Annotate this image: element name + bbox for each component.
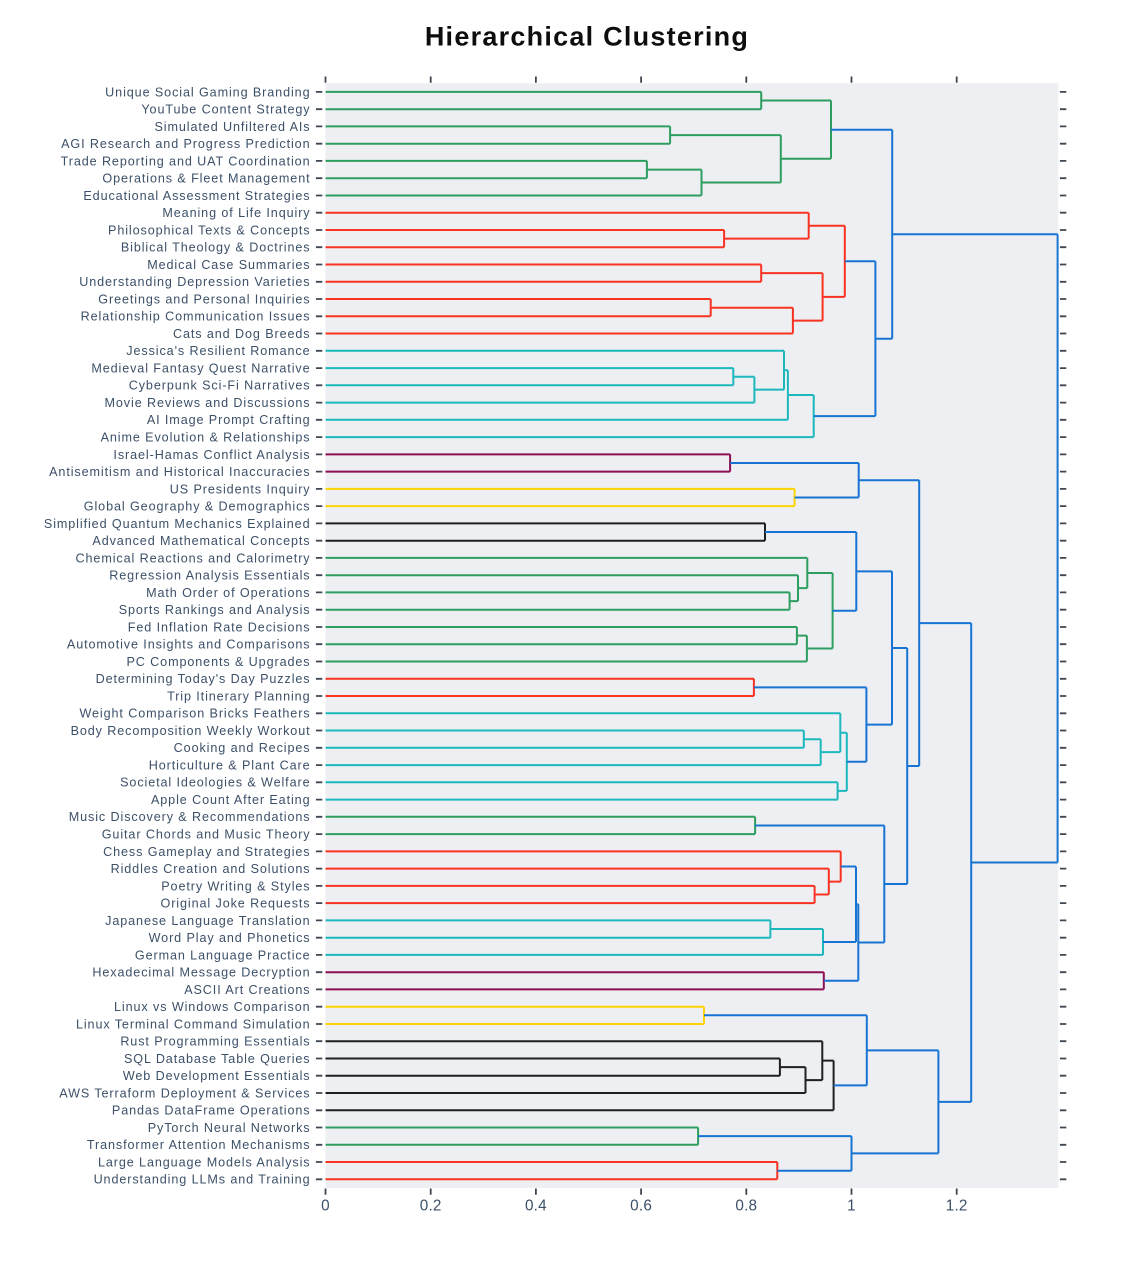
svg-text:Original Joke Requests: Original Joke Requests xyxy=(161,897,311,911)
svg-text:Sports Rankings and Analysis: Sports Rankings and Analysis xyxy=(119,603,311,617)
svg-text:Horticulture & Plant Care: Horticulture & Plant Care xyxy=(149,759,311,773)
svg-text:Global Geography & Demographic: Global Geography & Demographics xyxy=(84,500,311,514)
svg-text:Fed Inflation Rate Decisions: Fed Inflation Rate Decisions xyxy=(128,620,311,634)
svg-text:Meaning of Life Inquiry: Meaning of Life Inquiry xyxy=(162,206,310,220)
svg-text:Web Development Essentials: Web Development Essentials xyxy=(123,1069,311,1083)
svg-text:Simulated Unfiltered AIs: Simulated Unfiltered AIs xyxy=(155,120,311,134)
svg-text:0.8: 0.8 xyxy=(735,1198,757,1215)
svg-text:Transformer Attention Mechanis: Transformer Attention Mechanisms xyxy=(87,1138,311,1152)
svg-text:AWS Terraform Deployment & Ser: AWS Terraform Deployment & Services xyxy=(59,1086,310,1100)
svg-text:0.6: 0.6 xyxy=(630,1198,652,1215)
svg-text:Chemical Reactions and Calorim: Chemical Reactions and Calorimetry xyxy=(76,551,311,565)
svg-text:Operations & Fleet Management: Operations & Fleet Management xyxy=(102,172,310,186)
svg-text:Educational Assessment Strateg: Educational Assessment Strategies xyxy=(83,189,310,203)
svg-text:Body Recomposition Weekly Work: Body Recomposition Weekly Workout xyxy=(71,724,311,738)
svg-text:Riddles Creation and Solutions: Riddles Creation and Solutions xyxy=(111,862,311,876)
svg-text:Chess Gameplay and Strategies: Chess Gameplay and Strategies xyxy=(103,845,310,859)
svg-text:Hexadecimal Message Decryption: Hexadecimal Message Decryption xyxy=(92,966,310,980)
svg-text:Japanese Language Translation: Japanese Language Translation xyxy=(105,914,310,928)
svg-text:PC Components & Upgrades: PC Components & Upgrades xyxy=(126,655,310,669)
svg-text:Large Language Models Analysis: Large Language Models Analysis xyxy=(98,1155,311,1169)
svg-text:Understanding LLMs and Trainin: Understanding LLMs and Training xyxy=(94,1173,311,1187)
svg-text:German Language Practice: German Language Practice xyxy=(135,948,311,962)
svg-text:Hierarchical Clustering: Hierarchical Clustering xyxy=(425,22,749,52)
svg-text:YouTube Content Strategy: YouTube Content Strategy xyxy=(141,103,310,117)
svg-text:Weight Comparison Bricks Feath: Weight Comparison Bricks Feathers xyxy=(79,707,310,721)
svg-text:Cyberpunk Sci-Fi Narratives: Cyberpunk Sci-Fi Narratives xyxy=(129,379,311,393)
svg-text:Movie Reviews and Discussions: Movie Reviews and Discussions xyxy=(105,396,311,410)
svg-text:Trade Reporting and UAT Coordi: Trade Reporting and UAT Coordination xyxy=(61,154,311,168)
svg-text:Unique Social Gaming Branding: Unique Social Gaming Branding xyxy=(105,85,310,99)
svg-text:Israel-Hamas Conflict Analysis: Israel-Hamas Conflict Analysis xyxy=(113,448,310,462)
svg-text:PyTorch Neural Networks: PyTorch Neural Networks xyxy=(148,1121,311,1135)
svg-text:US Presidents Inquiry: US Presidents Inquiry xyxy=(170,482,311,496)
svg-text:Math Order of Operations: Math Order of Operations xyxy=(146,586,310,600)
svg-text:Determining Today's Day Puzzle: Determining Today's Day Puzzles xyxy=(96,672,311,686)
svg-text:Greetings and Personal Inquiri: Greetings and Personal Inquiries xyxy=(98,292,310,306)
svg-text:Linux Terminal Command Simulat: Linux Terminal Command Simulation xyxy=(76,1017,311,1031)
svg-text:Philosophical Texts & Concepts: Philosophical Texts & Concepts xyxy=(108,223,310,237)
svg-text:1: 1 xyxy=(847,1198,856,1215)
svg-text:Advanced Mathematical Concepts: Advanced Mathematical Concepts xyxy=(92,534,310,548)
svg-text:Relationship Communication Iss: Relationship Communication Issues xyxy=(81,310,311,324)
svg-text:ASCII Art Creations: ASCII Art Creations xyxy=(184,983,310,997)
svg-text:Poetry Writing & Styles: Poetry Writing & Styles xyxy=(161,879,310,893)
svg-text:AI Image Prompt Crafting: AI Image Prompt Crafting xyxy=(147,413,311,427)
svg-text:Cats and Dog Breeds: Cats and Dog Breeds xyxy=(173,327,311,341)
svg-text:Word Play and Phonetics: Word Play and Phonetics xyxy=(149,931,311,945)
svg-text:Automotive Insights and Compar: Automotive Insights and Comparisons xyxy=(67,638,311,652)
svg-text:Jessica's Resilient Romance: Jessica's Resilient Romance xyxy=(126,344,310,358)
svg-text:Antisemitism and Historical In: Antisemitism and Historical Inaccuracies xyxy=(49,465,310,479)
svg-text:Trip Itinerary Planning: Trip Itinerary Planning xyxy=(167,689,310,703)
svg-text:1.2: 1.2 xyxy=(946,1198,968,1215)
svg-text:0.2: 0.2 xyxy=(420,1198,442,1215)
svg-text:Anime Evolution & Relationship: Anime Evolution & Relationships xyxy=(101,431,311,445)
svg-text:Regression Analysis Essentials: Regression Analysis Essentials xyxy=(109,569,310,583)
svg-text:Linux vs Windows Comparison: Linux vs Windows Comparison xyxy=(114,1000,310,1014)
svg-text:Apple Count After Eating: Apple Count After Eating xyxy=(151,793,311,807)
svg-text:Medieval Fantasy Quest Narrati: Medieval Fantasy Quest Narrative xyxy=(91,362,310,376)
svg-text:0.4: 0.4 xyxy=(525,1198,547,1215)
svg-text:Pandas DataFrame Operations: Pandas DataFrame Operations xyxy=(112,1104,311,1118)
svg-text:Societal Ideologies & Welfare: Societal Ideologies & Welfare xyxy=(120,776,310,790)
svg-text:Rust Programming Essentials: Rust Programming Essentials xyxy=(120,1035,310,1049)
svg-text:Understanding Depression Varie: Understanding Depression Varieties xyxy=(79,275,310,289)
svg-text:Music Discovery & Recommendati: Music Discovery & Recommendations xyxy=(69,810,311,824)
svg-text:Cooking and Recipes: Cooking and Recipes xyxy=(174,741,311,755)
svg-text:Medical Case Summaries: Medical Case Summaries xyxy=(147,258,310,272)
svg-text:Simplified Quantum Mechanics E: Simplified Quantum Mechanics Explained xyxy=(44,517,311,531)
svg-text:Guitar Chords and Music Theory: Guitar Chords and Music Theory xyxy=(102,828,311,842)
svg-text:0: 0 xyxy=(321,1198,330,1215)
svg-text:AGI Research and Progress Pred: AGI Research and Progress Prediction xyxy=(61,137,310,151)
svg-text:SQL Database Table Queries: SQL Database Table Queries xyxy=(124,1052,311,1066)
svg-text:Biblical Theology & Doctrines: Biblical Theology & Doctrines xyxy=(121,241,311,255)
